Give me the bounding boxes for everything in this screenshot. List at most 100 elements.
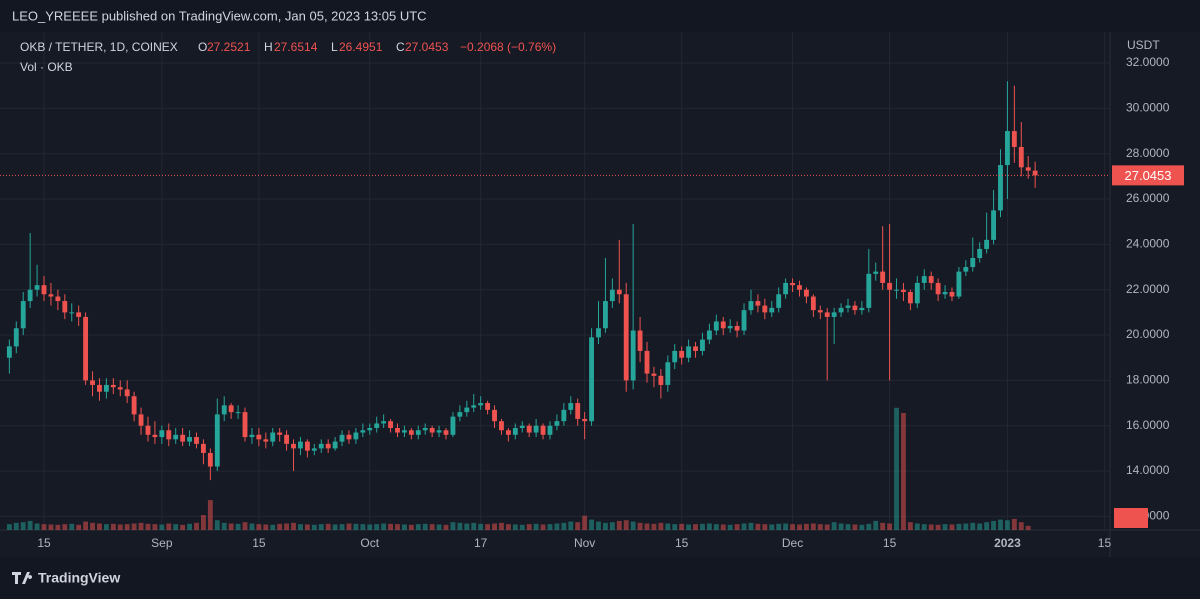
- last-price-label: 27.0453: [1125, 168, 1172, 183]
- legend-high: 27.6514: [274, 40, 318, 54]
- candle-body: [803, 289, 809, 297]
- candle-body: [346, 434, 352, 440]
- volume-bar: [471, 522, 477, 530]
- volume-bar: [686, 524, 692, 530]
- candle-body: [408, 430, 414, 435]
- volume-bar: [499, 522, 504, 530]
- candle-body: [131, 396, 137, 415]
- volume-bar: [873, 520, 879, 530]
- volume-bar: [131, 523, 137, 530]
- candle-body: [665, 362, 671, 385]
- candle-body: [797, 285, 802, 290]
- volume-bar: [6, 524, 12, 530]
- volume-bar: [928, 524, 934, 530]
- candle-body: [672, 350, 678, 363]
- candle-body: [200, 443, 206, 453]
- candle-body: [103, 384, 109, 392]
- volume-bar: [395, 524, 400, 530]
- candle-body: [700, 339, 705, 351]
- volume-bar: [596, 521, 601, 530]
- volume-bar: [159, 524, 165, 530]
- volume-bar: [727, 524, 733, 530]
- volume-bar: [90, 522, 95, 530]
- candle-body: [62, 301, 68, 313]
- volume-bar: [589, 519, 594, 530]
- candle-body: [117, 387, 123, 390]
- candle-body: [97, 384, 102, 392]
- volume-bar: [693, 524, 698, 530]
- volume-bar: [228, 523, 234, 530]
- candle-body: [284, 434, 290, 444]
- candle-body: [713, 321, 719, 331]
- volume-bar: [519, 524, 525, 530]
- candle-body: [48, 294, 54, 297]
- candle-body: [984, 239, 990, 249]
- x-tick-label: Sep: [151, 536, 173, 550]
- candle-body: [790, 282, 795, 286]
- candle-body: [263, 439, 269, 442]
- candle-body: [429, 427, 435, 433]
- candle-body: [55, 296, 61, 302]
- candle-body: [457, 412, 463, 417]
- volume-bar: [457, 522, 463, 530]
- candle-body: [568, 403, 574, 410]
- volume-bar: [838, 523, 844, 530]
- legend-l: L: [331, 40, 338, 54]
- volume-bar: [866, 523, 872, 530]
- candle-body: [304, 441, 310, 451]
- volume-bar: [374, 524, 380, 530]
- volume-bar: [554, 523, 560, 530]
- legend: OKB / TETHER, 1D, COINEX O 27.2521 H 27.…: [20, 40, 556, 74]
- candle-body: [519, 425, 525, 428]
- legend-close: 27.0453: [405, 40, 449, 54]
- candle-body: [637, 330, 643, 351]
- candle-body: [145, 425, 151, 435]
- volume-bar: [152, 524, 158, 530]
- candle-body: [783, 282, 789, 295]
- candle-body: [256, 434, 262, 440]
- candle-body: [561, 409, 567, 422]
- candle-body: [443, 430, 449, 435]
- volume-bar: [921, 524, 927, 530]
- legend-change: −0.2068 (−0.76%): [460, 40, 556, 54]
- volume-bar: [845, 524, 851, 530]
- volume-bar: [1004, 520, 1010, 530]
- volume-bar: [949, 524, 955, 530]
- volume-bar: [755, 523, 761, 530]
- volume-bar: [173, 524, 179, 530]
- candle-body: [956, 271, 962, 297]
- volume-bar: [568, 521, 574, 530]
- x-tick-label: 15: [37, 536, 51, 550]
- candle-body: [589, 337, 594, 422]
- candle-body: [110, 384, 116, 388]
- volume-bar: [907, 522, 913, 530]
- y-tick-label: 22.0000: [1126, 282, 1170, 296]
- candle-body: [242, 412, 248, 438]
- candle-body: [727, 325, 733, 329]
- volume-bar: [748, 522, 754, 530]
- volume-bar: [138, 522, 144, 530]
- volume-bar: [13, 522, 19, 530]
- volume-bar: [249, 523, 255, 530]
- candle-body: [616, 289, 622, 295]
- candle-body: [235, 412, 241, 414]
- candle-body: [928, 276, 934, 283]
- volume-bar: [547, 524, 553, 530]
- volume-bar: [401, 524, 407, 530]
- legend-o: O: [198, 40, 207, 54]
- candle-body: [907, 291, 913, 304]
- volume-bar: [859, 524, 865, 530]
- volume-bar: [367, 524, 373, 530]
- volume-bar: [492, 523, 497, 530]
- candle-body: [401, 430, 407, 433]
- volume-bar: [200, 515, 206, 530]
- x-tick-label: Oct: [360, 536, 379, 550]
- candle-body: [325, 443, 331, 449]
- candle-body: [194, 437, 199, 444]
- volume-bar: [582, 515, 588, 530]
- volume-bar: [831, 522, 837, 530]
- candle-body: [880, 271, 886, 283]
- candle-body: [762, 305, 768, 313]
- candle-body: [949, 291, 955, 297]
- volume-bar: [332, 524, 338, 530]
